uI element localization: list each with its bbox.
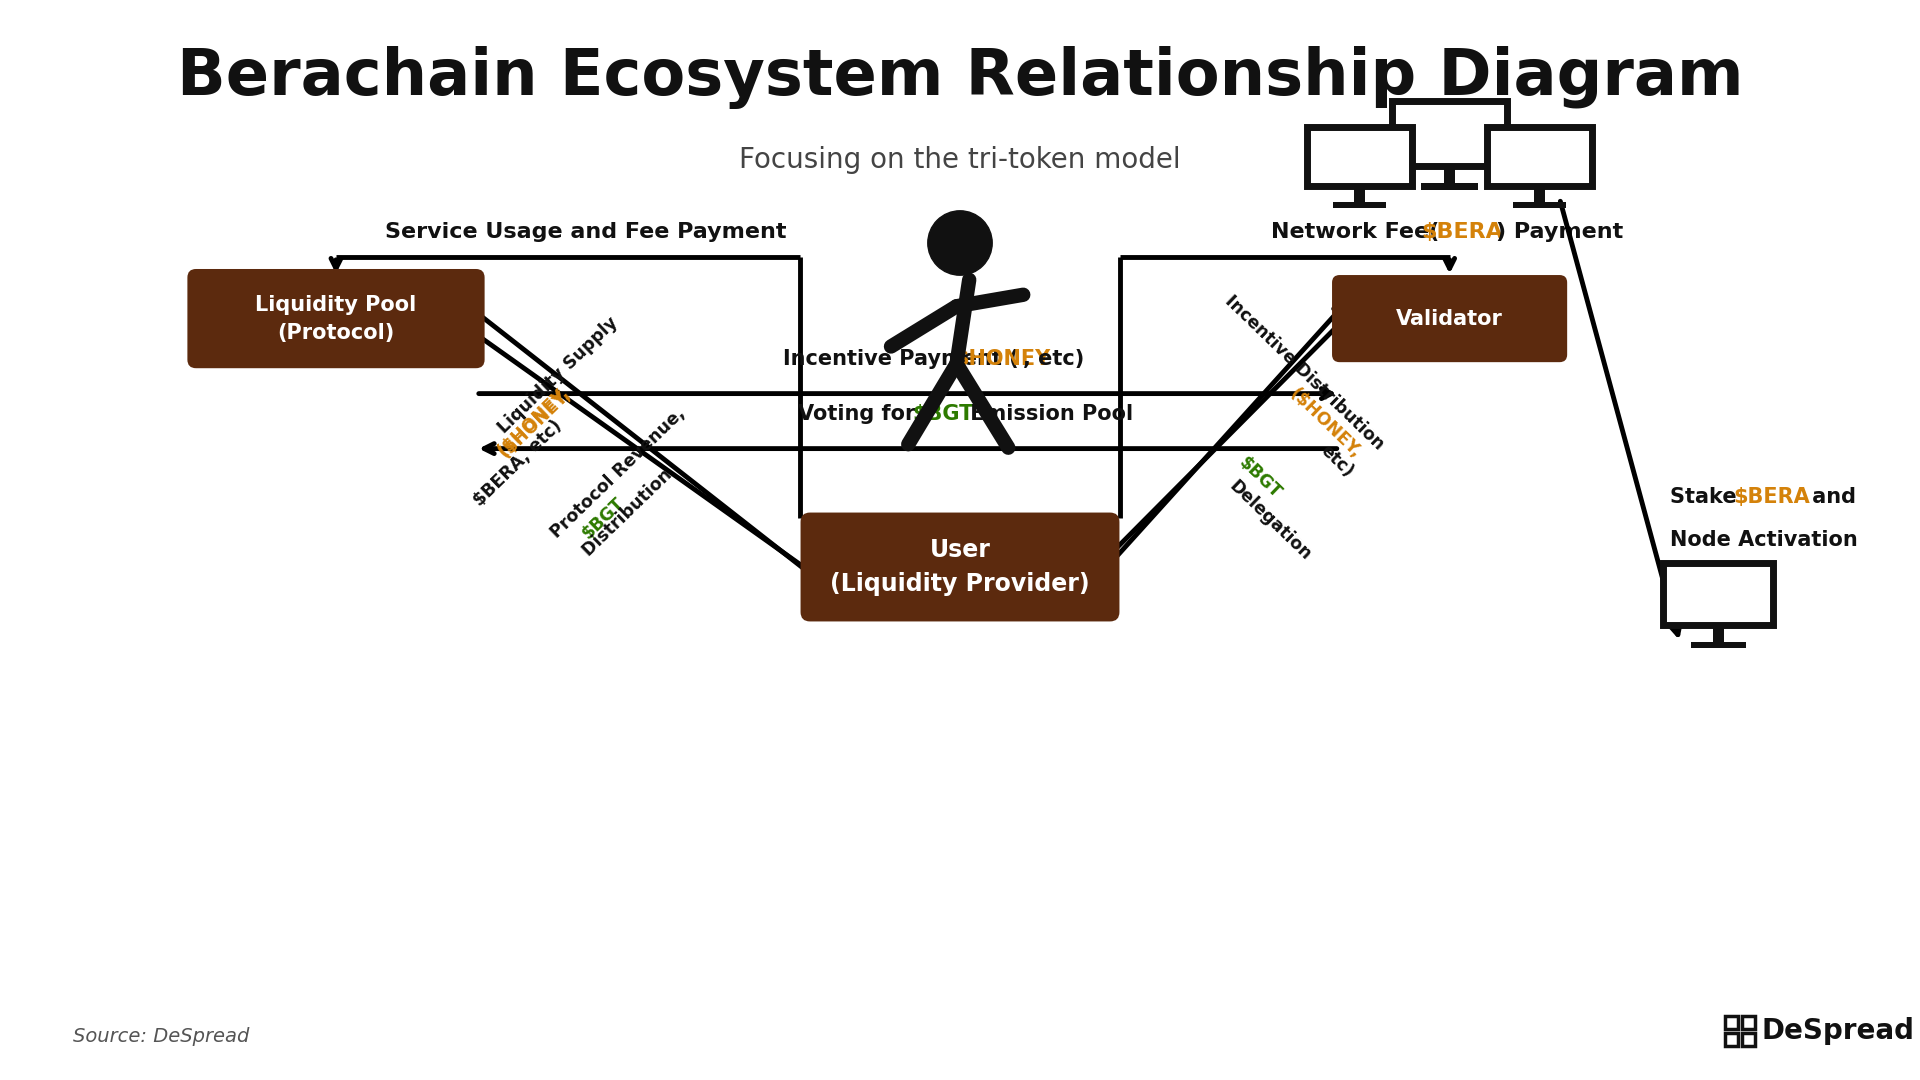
- Bar: [1354, 186, 1365, 202]
- Bar: [1513, 202, 1567, 208]
- Text: DeSpread: DeSpread: [1761, 1017, 1914, 1045]
- Text: $BERA: $BERA: [1421, 222, 1503, 242]
- Text: ) Payment: ) Payment: [1496, 222, 1622, 242]
- Text: Liquidity Pool
(Protocol): Liquidity Pool (Protocol): [255, 295, 417, 342]
- Bar: [1692, 642, 1745, 648]
- Text: User
(Liquidity Provider): User (Liquidity Provider): [829, 538, 1091, 596]
- Bar: [1421, 183, 1478, 190]
- Bar: [1308, 127, 1411, 186]
- Bar: [1332, 202, 1386, 208]
- Text: Service Usage and Fee Payment: Service Usage and Fee Payment: [384, 222, 787, 242]
- Bar: [1488, 127, 1592, 186]
- Text: Incentive Distribution: Incentive Distribution: [1221, 292, 1388, 454]
- Text: etc): etc): [1317, 441, 1357, 481]
- Bar: [1663, 563, 1774, 625]
- Text: Liquidity Supply: Liquidity Supply: [495, 313, 622, 436]
- Text: $BERA, etc): $BERA, etc): [470, 416, 566, 510]
- Text: Incentive Payment (: Incentive Payment (: [783, 349, 1018, 368]
- Bar: [1724, 1034, 1738, 1047]
- Text: $BERA: $BERA: [1734, 487, 1811, 507]
- FancyBboxPatch shape: [1332, 275, 1567, 362]
- Text: Node Activation: Node Activation: [1670, 530, 1859, 550]
- Text: and: and: [1805, 487, 1857, 507]
- Bar: [1534, 186, 1546, 202]
- FancyBboxPatch shape: [801, 513, 1119, 621]
- Text: ($HONEY,: ($HONEY,: [493, 382, 572, 459]
- Text: Delegation: Delegation: [1225, 477, 1315, 565]
- Circle shape: [927, 211, 993, 275]
- Text: Validator: Validator: [1396, 309, 1503, 328]
- Bar: [1444, 166, 1455, 183]
- Text: Focusing on the tri-token model: Focusing on the tri-token model: [739, 146, 1181, 174]
- Text: $BGT: $BGT: [578, 494, 628, 542]
- Bar: [1392, 102, 1507, 166]
- Text: $BGT: $BGT: [1235, 454, 1284, 502]
- Text: Protocol Revenue,: Protocol Revenue,: [547, 404, 689, 541]
- Text: Source: DeSpread: Source: DeSpread: [73, 1027, 250, 1047]
- Bar: [1741, 1034, 1755, 1047]
- Text: Berachain Ecosystem Relationship Diagram: Berachain Ecosystem Relationship Diagram: [177, 46, 1743, 109]
- Text: Distribution: Distribution: [553, 465, 676, 584]
- FancyBboxPatch shape: [188, 269, 484, 368]
- Text: Emission Pool: Emission Pool: [962, 404, 1133, 423]
- Bar: [1713, 625, 1724, 642]
- Bar: [1741, 1016, 1755, 1029]
- Text: ($HONEY,: ($HONEY,: [495, 384, 574, 461]
- Bar: [1724, 1016, 1738, 1029]
- Text: Voting for: Voting for: [799, 404, 922, 423]
- Text: $BGT: $BGT: [912, 404, 973, 423]
- Text: Network Fee(: Network Fee(: [1271, 222, 1440, 242]
- Text: $HONEY: $HONEY: [954, 349, 1050, 368]
- Text: ($HONEY,: ($HONEY,: [1284, 384, 1365, 461]
- Text: Stake: Stake: [1670, 487, 1743, 507]
- Text: , etc): , etc): [1023, 349, 1085, 368]
